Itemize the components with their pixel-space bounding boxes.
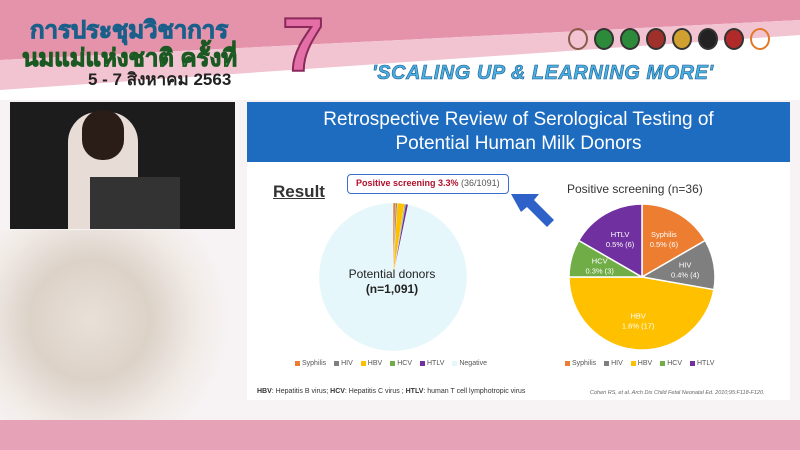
result-heading: Result [273,182,325,201]
logo-icon [698,28,718,50]
data-label: 0.5% (6) [606,240,635,249]
potential-donors-label: Potential donors (n=1,091) [348,267,436,296]
pie-slice-htlv [577,203,643,279]
chart-title: Positive screening (n=36) [567,182,703,196]
title-line-2: Potential Human Milk Donors [395,133,642,154]
conference-subtitle: นมแม่แห่งชาติ ครั้งที่ [21,45,238,73]
footnote: HBV: Hepatitis B virus; HCV: Hepatitis C… [257,388,526,395]
pie-slice-hbv [568,276,715,351]
legend-item: HIV [604,360,623,367]
title-line-1: Retrospective Review of Serological Test… [323,109,714,130]
legend-right: Syphilis HIV HBV HCV HTLV [565,360,714,367]
data-label: HCV [592,257,608,266]
logo-icon [750,28,770,50]
edition-number: 7 [281,2,325,89]
data-label: HIV [679,260,692,269]
legend-item: HCV [390,360,412,367]
data-label: HTLV [611,230,630,239]
sponsor-logos [568,28,770,50]
child-photo [0,230,235,420]
pie-slice-syphilis [641,203,707,279]
legend-item: HIV [334,360,353,367]
citation: Cohen RS, et al. Arch Dis Child Fetal Ne… [590,390,765,396]
legend-item: HTLV [419,360,444,367]
logo-icon [672,28,692,50]
bottom-bar [0,420,800,450]
legend-item: Syphilis [295,360,326,367]
legend-item: HTLV [689,360,714,367]
arrow-icon [511,194,554,227]
pie-slice-negative [318,202,468,352]
legend-left: Syphilis HIV HBV HCV HTLV Negative [295,360,487,367]
positive-screening-callout: Positive screening 3.3% (36/1091) [347,174,509,194]
logo-icon [568,28,588,50]
logo-icon [724,28,744,50]
conference-dates: 5 - 7 สิงหาคม 2563 [88,70,232,89]
data-label: 0.4% (4) [671,270,700,279]
data-label: 0.5% (6) [650,240,679,249]
legend-item: Syphilis [565,360,596,367]
logo-icon [620,28,640,50]
data-label: HBV [630,312,645,321]
legend-item: Negative [452,360,487,367]
slogan: 'SCALING UP & LEARNING MORE' [372,62,714,85]
conference-title: การประชุมวิชาการ [29,17,229,45]
conference-banner: การประชุมวิชาการ นมแม่แห่งชาติ ครั้งที่ … [0,0,800,100]
data-label: Syphilis [651,230,677,239]
data-label: 0.3% (3) [586,267,615,276]
legend-item: HCV [660,360,682,367]
legend-item: HBV [360,360,382,367]
logo-icon [646,28,666,50]
presentation-slide: Retrospective Review of Serological Test… [247,102,790,400]
data-label: 1.6% (17) [622,322,655,331]
speaker-video [10,102,235,229]
slide-title: Retrospective Review of Serological Test… [247,102,790,162]
legend-item: HBV [630,360,652,367]
logo-icon [594,28,614,50]
